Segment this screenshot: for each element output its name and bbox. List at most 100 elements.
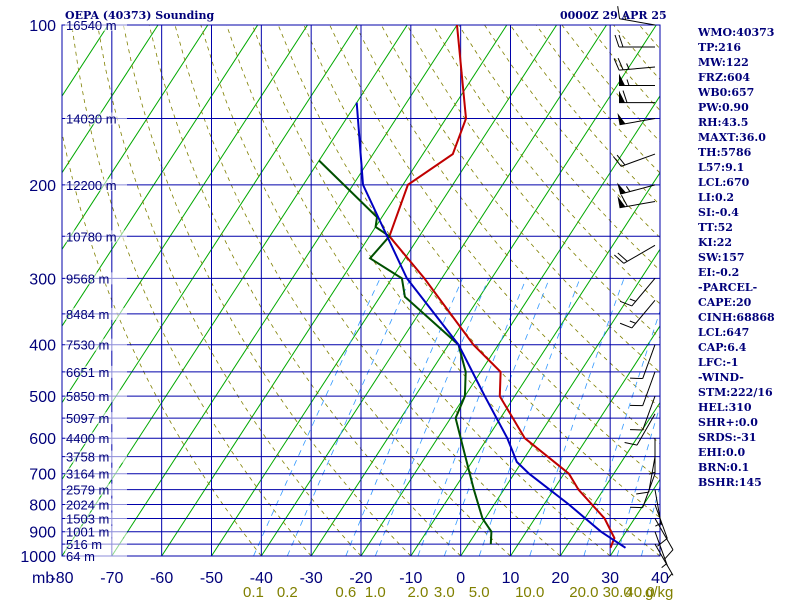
temperature-tick-label: 30 — [601, 570, 619, 587]
wind-barb-pennant — [619, 73, 625, 86]
wind-barb-staff — [631, 300, 656, 329]
temperature-tick-label: -70 — [100, 570, 123, 587]
isotherm-line — [62, 25, 358, 481]
wind-barb — [630, 473, 656, 509]
wind-barb-half-flag — [625, 186, 631, 192]
dry-adiabat-line — [123, 25, 412, 556]
index-item: KI:22 — [698, 236, 733, 249]
height-label: 4400 m — [66, 431, 109, 446]
chart-title: OEPA (40373) Sounding — [65, 9, 215, 22]
mixing-ratio-line — [478, 278, 581, 556]
wind-barb — [654, 504, 668, 547]
wind-barb-pennant — [617, 195, 626, 208]
height-label-bg — [65, 307, 127, 320]
wind-barb-flag — [614, 254, 625, 264]
wind-barb-staff — [621, 153, 656, 167]
sounding-series — [318, 25, 627, 549]
height-label-bg — [65, 272, 127, 285]
wind-barb — [654, 518, 674, 560]
wind-barb-staff — [654, 543, 674, 576]
wind-barb — [617, 195, 656, 209]
height-label: 64 m — [66, 549, 95, 564]
temperature-tick-label: 10 — [502, 570, 520, 587]
isotherm-line — [0, 25, 9, 556]
height-label: 516 m — [66, 537, 102, 552]
pressure-tick-label: 800 — [29, 498, 56, 515]
mixing-ratio-label: 10.0 — [515, 584, 544, 600]
wind-barb-flag — [616, 154, 626, 166]
dry-adiabat-line — [200, 25, 561, 556]
mixing-ratio-unit-label: g/kg — [645, 584, 673, 600]
height-label-bg — [65, 365, 127, 378]
index-item: CINH:68868 — [698, 311, 775, 324]
height-label: 10780 m — [66, 229, 117, 244]
temperature-profile-line — [388, 25, 616, 549]
wind-barb — [619, 73, 655, 87]
mixing-ratio-label: 20.0 — [569, 584, 598, 600]
index-item: L57:9.1 — [698, 161, 745, 174]
height-label-bg — [65, 230, 127, 243]
height-label: 5097 m — [66, 411, 109, 426]
index-item: TH:5786 — [698, 146, 752, 159]
wind-barb-half-flag — [624, 13, 626, 20]
temperature-tick-label: -40 — [250, 570, 273, 587]
temperature-tick-label: -30 — [300, 570, 323, 587]
index-item: TT:52 — [698, 221, 733, 234]
wind-barb — [612, 153, 656, 167]
pressure-tick-label: 900 — [29, 525, 56, 542]
wind-barb — [654, 531, 668, 568]
height-label-bg — [65, 178, 127, 191]
wind-barb-flag — [617, 6, 621, 19]
wind-barb-staff — [654, 531, 668, 566]
pressure-tick-label: 700 — [29, 467, 56, 484]
wind-barb-flag — [617, 58, 624, 71]
isotherm-line — [62, 25, 408, 556]
mixing-ratio-label: 5.0 — [469, 584, 490, 600]
wind-barbs — [612, 6, 674, 579]
index-item: SHR+:0.0 — [698, 416, 758, 429]
wind-barb-staff — [636, 413, 656, 446]
height-label: 9568 m — [66, 271, 109, 286]
height-label-bg — [65, 483, 127, 496]
wind-barb — [619, 90, 655, 104]
index-item: CAPE:20 — [698, 296, 752, 309]
index-item: LCL:670 — [698, 176, 750, 189]
mixing-ratio-line — [286, 278, 411, 556]
index-item: RH:43.5 — [698, 116, 749, 129]
x-axis-unit-label: mb — [32, 570, 54, 587]
pressure-tick-label: 400 — [29, 338, 56, 355]
isotherm-line — [62, 25, 209, 251]
temperature-tick-label: -20 — [349, 570, 372, 587]
height-label-bg — [65, 432, 127, 445]
isotherm-line — [460, 248, 660, 556]
wind-barb-half-flag — [626, 79, 630, 86]
index-item: -PARCEL- — [698, 281, 758, 294]
isotherm-line — [111, 25, 458, 556]
index-item: SI:-0.4 — [698, 206, 739, 219]
temperature-tick-label: -80 — [50, 570, 73, 587]
parcel-profile-line — [355, 102, 627, 549]
wind-barb — [654, 543, 674, 579]
height-label-bg — [65, 512, 127, 525]
index-item: PW:0.90 — [698, 101, 749, 114]
isotherm-line — [360, 95, 660, 556]
height-label: 2579 m — [66, 483, 109, 498]
grid — [61, 24, 661, 557]
height-label-bg — [65, 412, 127, 425]
wind-barb-flag — [618, 34, 624, 48]
pressure-tick-label: 600 — [29, 431, 56, 448]
height-label: 1001 m — [66, 525, 109, 540]
wind-barb-staff — [654, 504, 668, 539]
index-item: BRN:0.1 — [698, 461, 750, 474]
dry-adiabats — [62, 25, 660, 556]
dry-adiabat-line — [97, 25, 362, 556]
mixing-ratio-label: 40.0 — [625, 584, 654, 600]
mixing-ratio-line — [417, 278, 527, 556]
wind-barb-half-flag — [626, 63, 630, 70]
wind-barb — [636, 456, 656, 495]
index-item: HEL:310 — [698, 401, 752, 414]
mixing-ratio-label: 0.6 — [335, 584, 356, 600]
wind-barb — [613, 58, 656, 71]
wind-barb-staff — [619, 66, 656, 71]
isotherm-line — [62, 25, 308, 404]
